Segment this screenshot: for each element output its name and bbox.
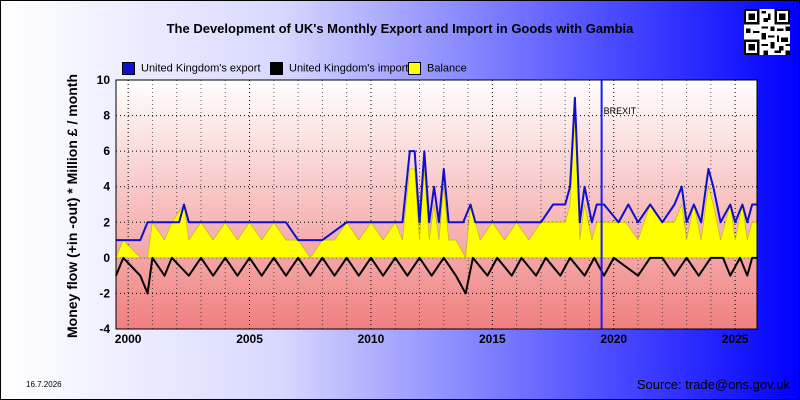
legend-label-export: United Kingdom's export [141, 62, 261, 75]
y-tick-label: 8 [103, 109, 110, 123]
series-balance-area [115, 115, 758, 259]
qr-code-icon [744, 9, 790, 55]
plot-border [115, 79, 758, 330]
y-tick-label: 4 [103, 180, 110, 194]
x-tick-label: 2015 [479, 332, 506, 346]
chart-title: The Development of UK's Monthly Export a… [166, 21, 634, 36]
x-tick-label: 2005 [236, 332, 263, 346]
y-tick-label: 10 [97, 73, 111, 87]
x-tick-label: 2010 [358, 332, 385, 346]
legend-item-balance: Balance [408, 62, 467, 75]
legend-swatch-balance [408, 62, 421, 75]
date-stamp: 16.7.2026 [26, 380, 62, 389]
legend-label-import: United Kingdom's import [289, 62, 409, 75]
legend-swatch-export [122, 62, 135, 75]
y-tick-label: 2 [103, 215, 110, 229]
series-export-line [116, 96, 757, 242]
y-tick-label: -4 [99, 322, 110, 336]
legend-item-import: United Kingdom's import [270, 62, 409, 75]
legend-item-export: United Kingdom's export [122, 62, 261, 75]
brexit-annotation: BREXIT [604, 106, 637, 116]
y-tick-label: 6 [103, 144, 110, 158]
y-tick-label: 0 [103, 251, 110, 265]
y-tick-label: -2 [99, 286, 110, 300]
legend-label-balance: Balance [427, 62, 467, 75]
source-credit: Source: trade@ons.gov.uk [636, 377, 790, 392]
series-import-line [115, 256, 757, 295]
x-tick-label: 2025 [722, 332, 749, 346]
legend-swatch-import [270, 62, 283, 75]
x-tick-label: 2020 [600, 332, 627, 346]
x-tick-label: 2000 [115, 332, 142, 346]
